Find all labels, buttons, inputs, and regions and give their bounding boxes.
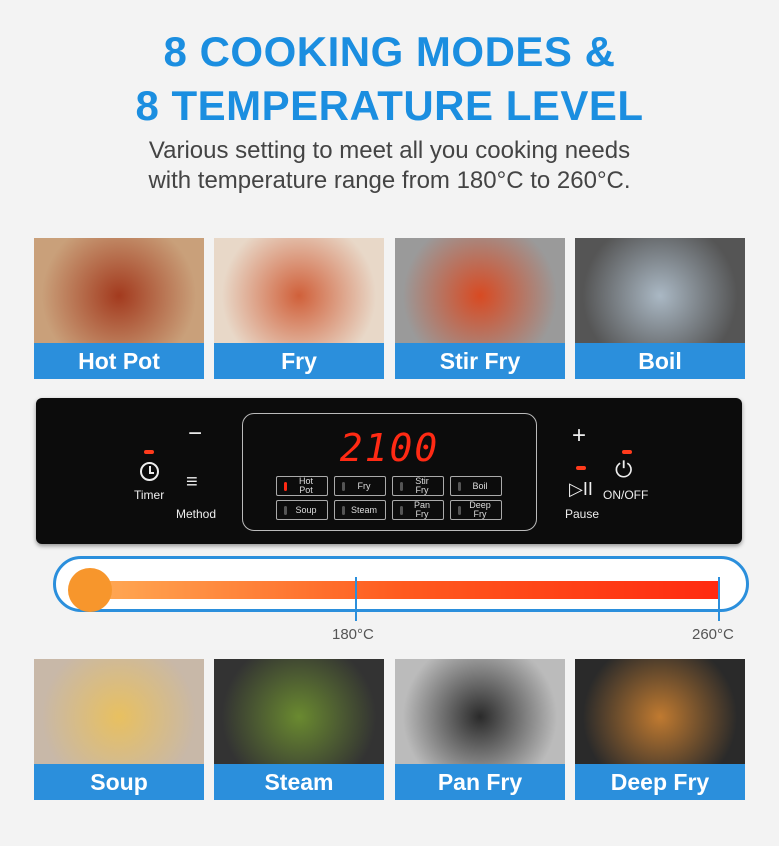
mode-label: Pan Fry (395, 764, 565, 800)
plus-button[interactable]: + (572, 422, 587, 449)
subtitle: Various setting to meet all you cooking … (148, 137, 631, 194)
heading-line1: 8 COOKING MODES & (163, 28, 616, 75)
mode-card: Steam (214, 659, 384, 800)
mode-label: Hot Pot (34, 343, 204, 379)
mode-button[interactable]: Fry (334, 476, 386, 496)
mode-led (400, 506, 403, 515)
mode-card: Deep Fry (575, 659, 745, 800)
menu-icon[interactable]: ≡ (186, 471, 198, 493)
pause-led (576, 466, 586, 470)
mode-card: Pan Fry (395, 659, 565, 800)
timer-led (144, 450, 154, 454)
mode-led (458, 506, 461, 515)
power-icon[interactable]: ⏻ (615, 457, 633, 482)
mode-label: Soup (34, 764, 204, 800)
onoff-label: ON/OFF (603, 488, 649, 502)
minus-button[interactable]: − (188, 420, 203, 447)
mode-label: Fry (214, 343, 384, 379)
food-photo (34, 659, 204, 764)
food-photo (575, 659, 745, 764)
mode-card: Soup (34, 659, 204, 800)
mode-card: Stir Fry (395, 238, 565, 379)
control-panel: Timer − ≡ Method 2100 Hot Pot Fry Stir Fry Bo… (36, 398, 742, 544)
food-photo (214, 659, 384, 764)
food-photo (575, 238, 745, 343)
mode-led (284, 482, 287, 491)
mode-label: Stir Fry (395, 343, 565, 379)
mode-label: Boil (575, 343, 745, 379)
food-photo (395, 659, 565, 764)
mode-card: Fry (214, 238, 384, 379)
method-label: Method (176, 507, 217, 521)
food-photo (34, 238, 204, 343)
display: 2100 Hot Pot Fry Stir Fry Boil Soup Steam Pan Fry… (242, 413, 537, 531)
mode-button[interactable]: Hot Pot (276, 476, 328, 496)
clock-icon[interactable] (140, 462, 159, 481)
mode-led (284, 506, 287, 515)
food-photo (214, 238, 384, 343)
play-pause-icon[interactable]: ▷II (569, 479, 593, 499)
mode-label: Steam (214, 764, 384, 800)
mode-led (342, 506, 345, 515)
temperature-fill (90, 581, 720, 599)
mode-button[interactable]: Stir Fry (392, 476, 444, 496)
power-led (622, 450, 632, 454)
display-digits: 2100 (339, 426, 440, 470)
tick-180 (355, 577, 357, 621)
mode-led (458, 482, 461, 491)
mode-button[interactable]: Boil (450, 476, 502, 496)
food-photo (395, 238, 565, 343)
mode-button[interactable]: Steam (334, 500, 386, 520)
mode-card: Boil (575, 238, 745, 379)
mode-led (342, 482, 345, 491)
temperature-knob (68, 568, 112, 612)
mode-led (400, 482, 403, 491)
mode-button[interactable]: Pan Fry (392, 500, 444, 520)
heading-line2: 8 TEMPERATURE LEVEL (135, 82, 644, 129)
timer-label: Timer (134, 488, 165, 502)
mode-button[interactable]: Deep Fry (450, 500, 502, 520)
tick-260 (718, 577, 720, 621)
temp-max-label: 260°C (692, 626, 734, 643)
mode-label: Deep Fry (575, 764, 745, 800)
pause-label: Pause (565, 507, 600, 521)
mode-card: Hot Pot (34, 238, 204, 379)
temp-min-label: 180°C (332, 626, 374, 643)
mode-button[interactable]: Soup (276, 500, 328, 520)
